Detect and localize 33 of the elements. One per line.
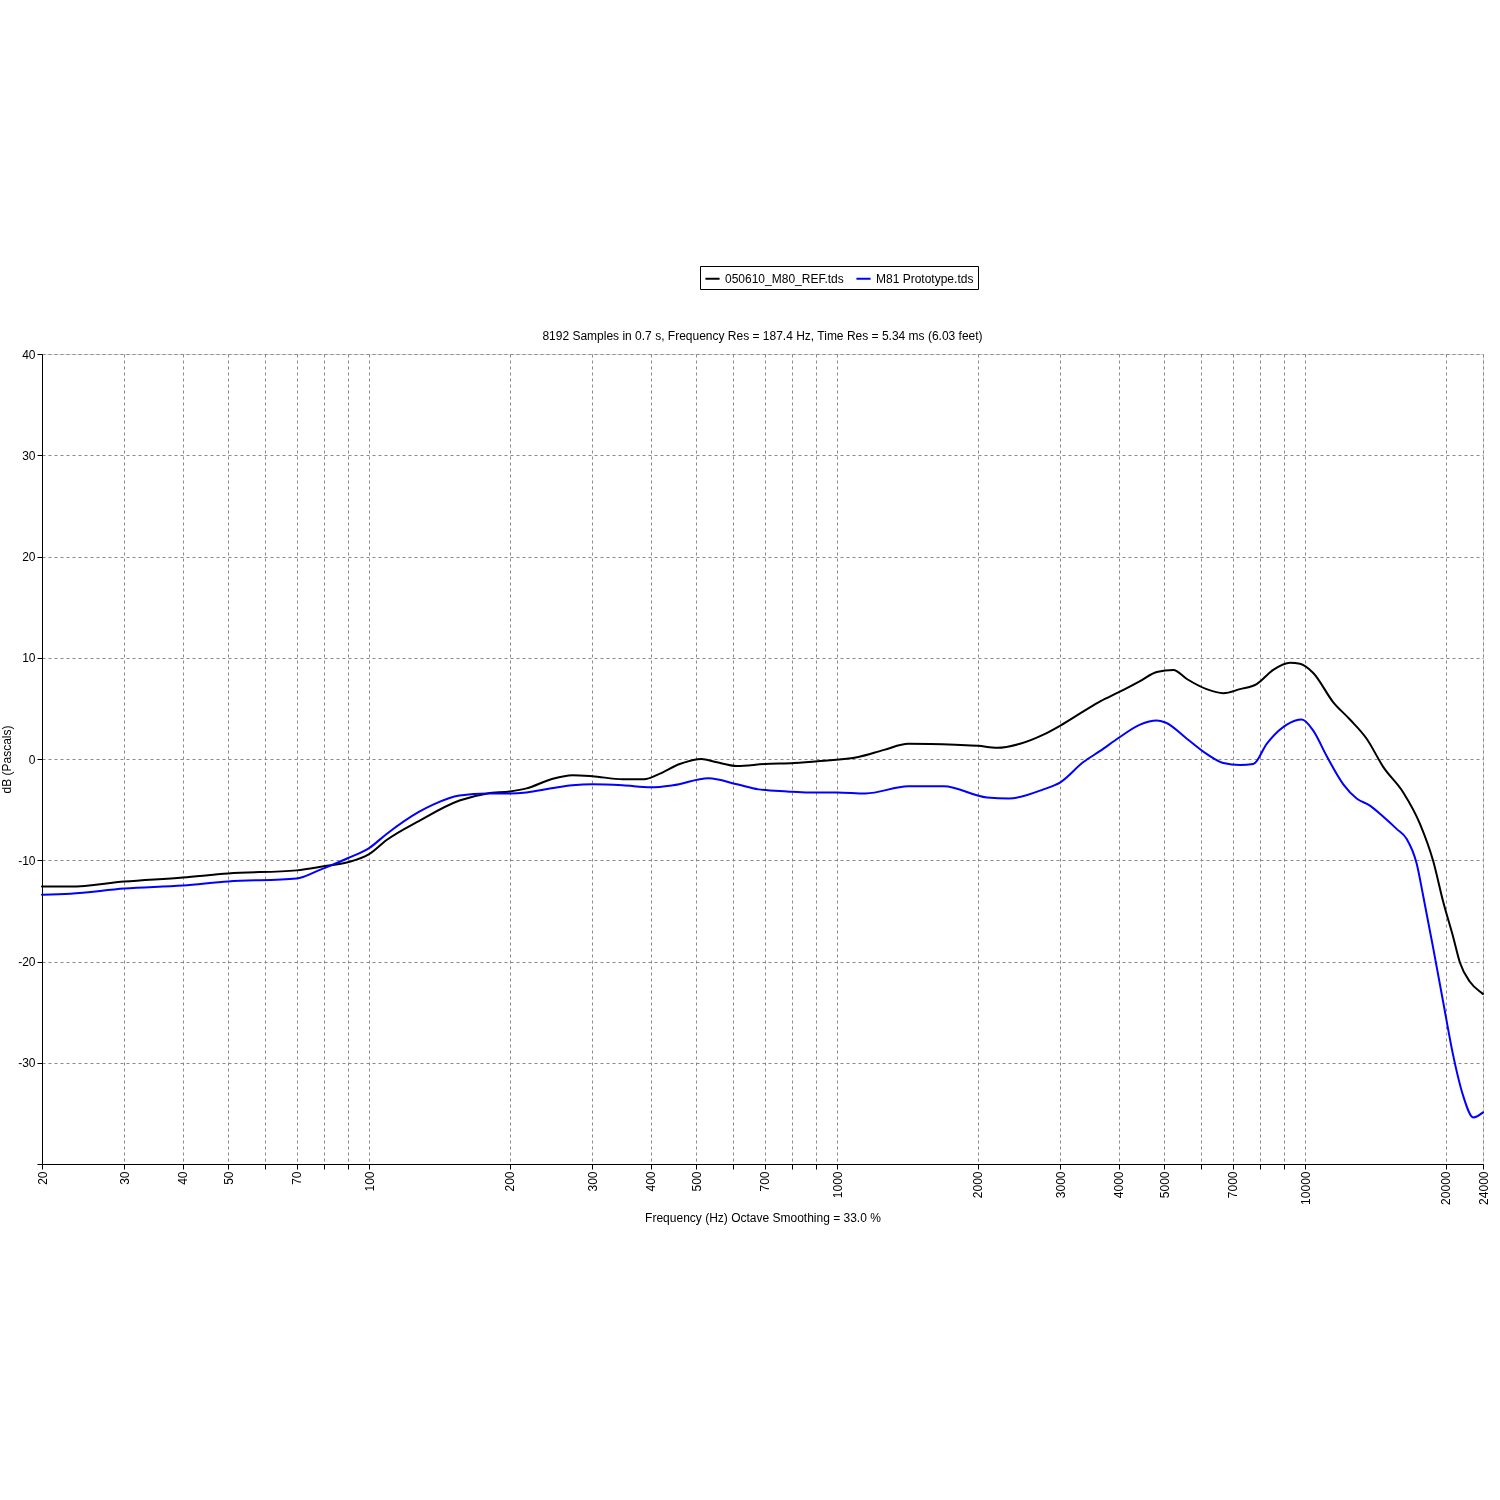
x-tick-label: 1000 [830,1171,845,1199]
x-tick-label: 100 [362,1171,377,1192]
x-tick-label: 300 [585,1171,600,1192]
x-tick-label: 7000 [1226,1171,1241,1199]
x-tick-label: 10000 [1298,1171,1313,1205]
y-tick-label: 0 [28,752,36,767]
x-tick-label: 20000 [1439,1171,1454,1205]
legend-label: M81 Prototype.tds [876,271,974,286]
x-tick-label: 30 [117,1171,132,1185]
x-tick-label: 40 [176,1171,191,1185]
legend-label: 050610_M80_REF.tds [725,271,844,286]
x-tick-label: 24000 [1476,1171,1491,1205]
y-tick-label: 10 [22,651,36,666]
y-tick-label: 30 [22,448,36,463]
y-tick-label: -20 [18,955,36,969]
y-tick-label: 40 [22,347,36,362]
y-tick-label: -30 [18,1056,36,1071]
x-tick-label: 70 [290,1171,305,1185]
x-axis-title: Frequency (Hz) Octave Smoothing = 33.0 % [645,1210,882,1225]
x-tick-label: 700 [758,1171,773,1192]
y-tick-label: -10 [18,853,36,868]
x-tick-label: 3000 [1053,1171,1068,1199]
x-tick-label: 20 [35,1171,50,1185]
x-tick-label: 400 [644,1171,659,1192]
x-tick-label: 200 [503,1171,518,1192]
x-tick-label: 50 [221,1171,236,1185]
x-tick-label: 4000 [1112,1171,1127,1199]
x-tick-label: 500 [689,1171,704,1192]
y-tick-label: 20 [22,550,36,564]
x-tick-label: 5000 [1157,1171,1172,1199]
chart-title: 8192 Samples in 0.7 s, Frequency Res = 187.4 Hz, Time Res = 5.34 ms (6.03 feet) [542,328,983,343]
x-tick-label: 2000 [971,1171,986,1199]
y-axis-title: dB (Pascals) [0,725,15,794]
